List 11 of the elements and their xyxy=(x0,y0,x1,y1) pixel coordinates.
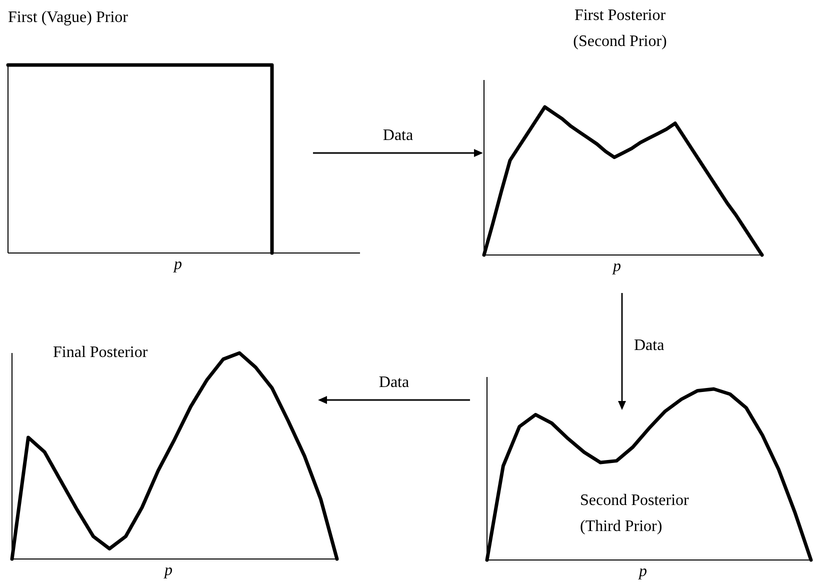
chart-title: Final Posterior xyxy=(53,344,148,361)
text: Second Posterior (Third Prior) xyxy=(580,492,690,535)
x-axis-title: p xyxy=(164,562,172,579)
text: Data xyxy=(378,374,410,391)
x-axis-title: p xyxy=(173,256,182,273)
x-axis-title: p xyxy=(638,563,647,580)
text: Data xyxy=(634,337,664,354)
text: Data xyxy=(382,127,414,144)
chart-title: First Posterior (Second Prior) xyxy=(573,7,667,50)
x-axis-title: p xyxy=(612,258,621,275)
chart-title: First (Vague) Prior xyxy=(8,9,129,26)
